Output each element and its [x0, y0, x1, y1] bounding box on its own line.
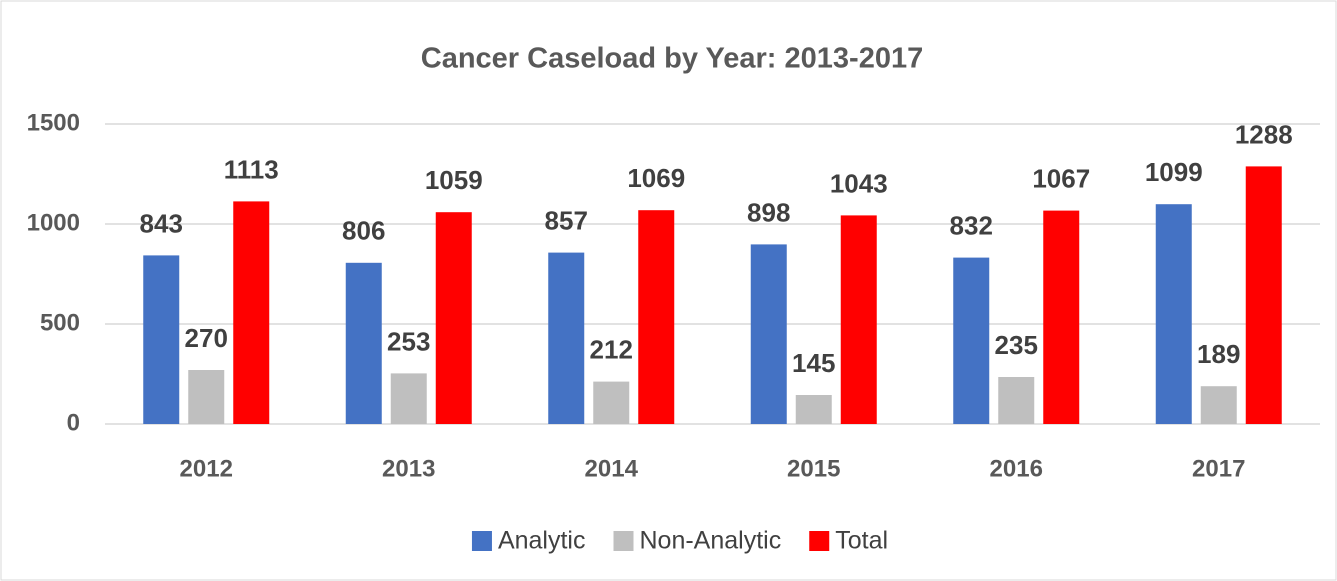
bar	[548, 252, 585, 424]
bar	[188, 370, 225, 424]
x-tick-label: 2016	[990, 455, 1043, 482]
data-label: 270	[185, 323, 228, 353]
data-label: 145	[792, 348, 835, 378]
x-tick-label: 2015	[787, 455, 840, 482]
bar	[840, 215, 877, 424]
legend-label: Non-Analytic	[640, 527, 782, 555]
legend-label: Analytic	[498, 527, 586, 555]
data-label: 1288	[1235, 119, 1293, 149]
x-tick-label: 2013	[382, 455, 435, 482]
y-tick-label: 0	[67, 409, 80, 436]
data-label: 235	[995, 330, 1038, 360]
bar	[998, 377, 1035, 424]
bar	[345, 262, 382, 424]
data-label: 857	[545, 205, 588, 235]
bar	[1043, 210, 1080, 424]
legend-label: Total	[835, 527, 888, 555]
bar	[953, 257, 990, 424]
data-label: 253	[387, 326, 430, 356]
bar	[750, 244, 787, 424]
data-label: 1069	[627, 163, 685, 193]
data-label: 806	[342, 216, 385, 246]
data-label: 1059	[425, 165, 483, 195]
bar	[233, 201, 270, 424]
legend-swatch	[809, 531, 830, 551]
data-label: 212	[590, 334, 633, 364]
bar	[1245, 166, 1282, 424]
x-tick-label: 2017	[1192, 455, 1245, 482]
bar	[435, 212, 472, 424]
data-label: 898	[747, 197, 790, 227]
data-label: 843	[140, 208, 183, 238]
bar	[795, 395, 832, 424]
y-tick-label: 500	[40, 309, 80, 336]
data-label: 1113	[224, 154, 279, 184]
y-tick-label: 1000	[27, 209, 80, 236]
legend-swatch	[471, 531, 492, 551]
legend-swatch	[613, 531, 634, 551]
data-label: 189	[1197, 339, 1240, 369]
chart-title: Cancer Caseload by Year: 2013-2017	[421, 43, 923, 75]
y-tick-label: 1500	[27, 109, 80, 136]
bar	[593, 381, 630, 424]
data-label: 1067	[1032, 163, 1090, 193]
bar	[390, 373, 427, 424]
data-label: 1043	[830, 168, 888, 198]
bar	[1155, 204, 1192, 424]
bar	[1200, 386, 1237, 424]
x-tick-label: 2012	[180, 455, 233, 482]
x-tick-label: 2014	[585, 455, 639, 482]
data-label: 1099	[1145, 157, 1203, 187]
bar	[143, 255, 180, 424]
bar	[638, 210, 675, 424]
data-label: 832	[950, 210, 993, 240]
